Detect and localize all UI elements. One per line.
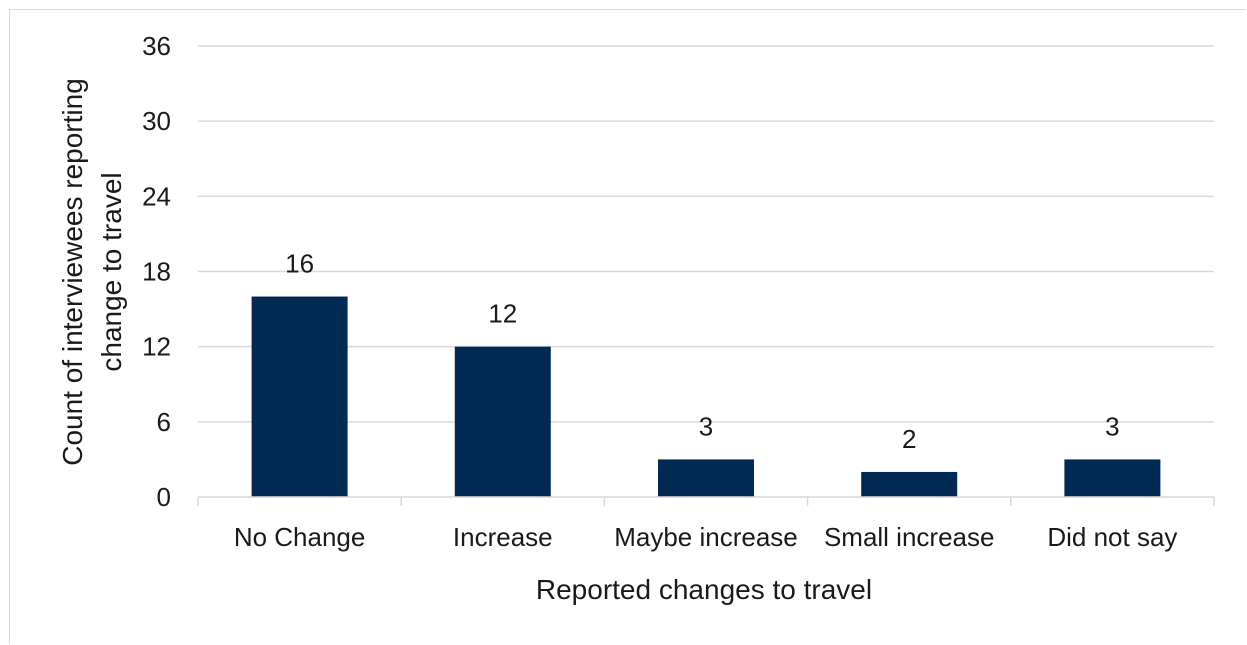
y-tick-label: 24 xyxy=(142,181,171,211)
bars xyxy=(252,297,1161,497)
bar xyxy=(861,472,957,497)
data-label: 2 xyxy=(902,424,916,454)
x-tick-label: No Change xyxy=(234,522,366,552)
data-labels: 16 12 3 2 3 xyxy=(285,249,1119,454)
y-tick-label: 30 xyxy=(142,106,171,136)
y-tick-label: 6 xyxy=(157,407,171,437)
y-axis-title-line-2: change to travel xyxy=(96,172,127,371)
bar xyxy=(658,459,754,497)
x-tick-label: Small increase xyxy=(824,522,995,552)
x-tick-label: Increase xyxy=(453,522,553,552)
bar xyxy=(1064,459,1160,497)
gridlines xyxy=(198,46,1214,422)
data-label: 12 xyxy=(488,299,517,329)
x-tick-label: Did not say xyxy=(1047,522,1177,552)
x-axis-tick-labels: No Change Increase Maybe increase Small inc… xyxy=(234,522,1178,552)
x-axis xyxy=(198,497,1214,506)
y-tick-label: 0 xyxy=(157,482,171,512)
data-label: 16 xyxy=(285,249,314,279)
bar xyxy=(252,297,348,497)
y-tick-label: 18 xyxy=(142,257,171,287)
y-tick-label: 12 xyxy=(142,332,171,362)
data-label: 3 xyxy=(699,411,713,441)
x-axis-title: Reported changes to travel xyxy=(536,574,872,605)
y-axis-tick-labels: 0 6 12 18 24 30 36 xyxy=(142,31,171,512)
y-axis-title: Count of interviewees reporting change t… xyxy=(57,78,127,466)
y-tick-label: 36 xyxy=(142,31,171,61)
y-axis-title-line-1: Count of interviewees reporting xyxy=(57,78,88,466)
bar xyxy=(455,347,551,497)
x-tick-label: Maybe increase xyxy=(614,522,798,552)
data-label: 3 xyxy=(1105,411,1119,441)
